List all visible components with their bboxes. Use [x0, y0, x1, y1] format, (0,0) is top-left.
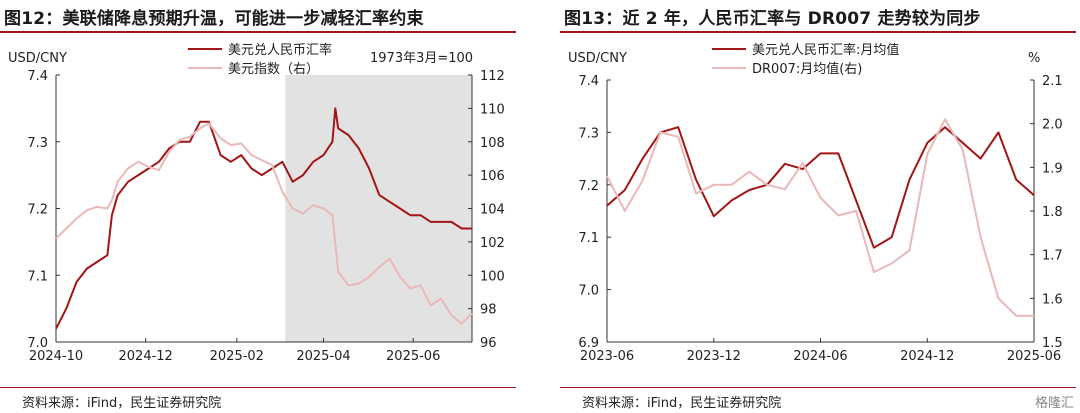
legend-label-1: 美元指数（右）	[228, 62, 319, 77]
y-tick-label-left: 7.0	[27, 336, 48, 351]
y-tick-label-left: 7.2	[578, 179, 599, 194]
left-axis-unit: USD/CNY	[8, 51, 67, 66]
chart-12-svg: 7.0 7.1 7.2 7.3 7.4 96 98 100 102 104 106 108 110 112…	[8, 42, 505, 364]
figure-title: 图12：美联储降息预期升温，可能进一步减轻汇率约束	[4, 9, 424, 29]
series-line-1	[606, 118, 1034, 317]
y-tick-label-right: 102	[480, 236, 505, 251]
chart-panel-13: 图13：近 2 年，人民币汇率与 DR007 走势较为同步 6.9 7.0 7.1 7…	[560, 0, 1080, 413]
y-tick-label-right: 108	[480, 136, 505, 151]
y-tick-label-right: 100	[480, 269, 505, 284]
y-tick-label-left: 7.4	[578, 74, 599, 89]
y-tick-label-right: 1.9	[1042, 161, 1063, 176]
y-tick-label-right: 1.8	[1042, 205, 1063, 220]
chart-13-svg: 6.9 7.0 7.1 7.2 7.3 7.4 1.5 1.6 1.7 1.8 1.9 2.0 2.1 2…	[568, 42, 1063, 364]
series-line-0	[606, 126, 1035, 249]
y-tick-label-right: 2.1	[1042, 74, 1063, 89]
watermark-logo: 格隆汇	[1034, 396, 1074, 411]
y-tick-label-left: 7.3	[578, 126, 599, 141]
source-note: 资料来源：iFind，民生证券研究院	[22, 396, 222, 411]
y-tick-label-right: 106	[480, 169, 505, 184]
x-tick-label: 2023-06	[580, 349, 634, 364]
title-rule	[0, 31, 516, 33]
y-tick-label-left: 7.1	[578, 231, 599, 246]
series-line-1	[55, 122, 473, 325]
shaded-period	[285, 75, 472, 342]
y-tick-label-right: 104	[480, 203, 505, 218]
y-tick-label-left: 7.4	[27, 69, 48, 84]
y-tick-label-left: 7.1	[27, 269, 48, 284]
base-note: 1973年3月=100	[370, 51, 473, 66]
y-tick-label-right: 2.0	[1042, 118, 1063, 133]
source-rule	[0, 387, 516, 388]
left-axis-unit: USD/CNY	[568, 51, 627, 66]
chart-panel-12: 图12：美联储降息预期升温，可能进一步减轻汇率约束 7.0 7.1 7.2 7.3 7.…	[0, 0, 520, 413]
y-tick-label-left: 7.2	[27, 203, 48, 218]
y-tick-label-right: 110	[480, 102, 505, 117]
title-rule	[560, 31, 1076, 33]
y-tick-label-right: 96	[480, 336, 497, 351]
legend-label-0: 美元兑人民币汇率:月均值	[752, 42, 899, 58]
legend-label-0: 美元兑人民币汇率	[228, 42, 332, 58]
x-tick-label: 2024-06	[793, 349, 847, 364]
x-tick-label: 2025-04	[296, 349, 350, 364]
x-tick-label: 2024-12	[119, 349, 173, 364]
y-tick-label-right: 1.6	[1042, 292, 1063, 307]
source-rule	[560, 387, 1076, 388]
y-tick-label-right: 1.5	[1042, 336, 1063, 351]
right-axis-unit: %	[1028, 51, 1040, 66]
x-tick-label: 2024-12	[900, 349, 954, 364]
x-tick-label: 2025-06	[386, 349, 440, 364]
y-tick-label-left: 7.0	[578, 284, 599, 299]
y-tick-label-right: 1.7	[1042, 249, 1063, 264]
x-tick-label: 2025-02	[210, 349, 264, 364]
y-tick-label-left: 7.3	[27, 136, 48, 151]
y-tick-label-right: 112	[480, 69, 505, 84]
figure-title: 图13：近 2 年，人民币汇率与 DR007 走势较为同步	[564, 9, 981, 29]
legend-label-1: DR007:月均值(右)	[752, 61, 862, 77]
series-line-0	[55, 107, 472, 330]
source-note: 资料来源：iFind，民生证券研究院	[582, 396, 782, 411]
x-tick-label: 2023-12	[687, 349, 741, 364]
y-tick-label-left: 6.9	[578, 336, 599, 351]
y-tick-label-right: 98	[480, 303, 497, 318]
x-tick-label: 2024-10	[29, 349, 83, 364]
x-tick-label: 2025-06	[1007, 349, 1061, 364]
